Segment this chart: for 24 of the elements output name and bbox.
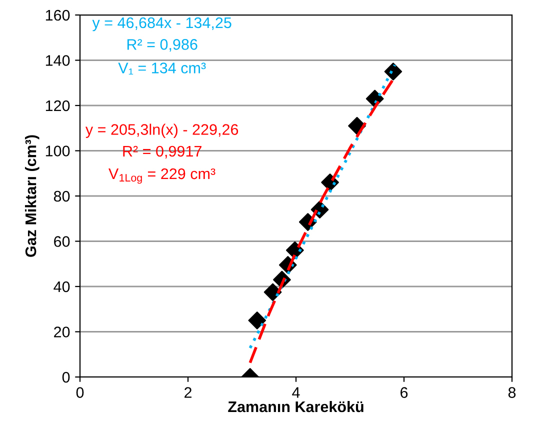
x-axis-title: Zamanın Karekökü <box>228 400 364 412</box>
y-tick-label: 20 <box>54 326 70 338</box>
x-tick-label: 0 <box>76 387 84 398</box>
point <box>384 62 402 80</box>
y-tick-label: 0 <box>62 372 70 383</box>
y-tick-label: 80 <box>54 190 70 202</box>
y-tick-label: 40 <box>54 281 70 292</box>
y-tick-label: 160 <box>46 10 70 21</box>
point <box>248 312 266 330</box>
x-tick-label: 4 <box>292 387 300 398</box>
y-tick-label: 100 <box>46 146 70 156</box>
y-tick-label: 60 <box>54 236 70 247</box>
x-tick-label: 2 <box>184 387 192 398</box>
x-tick-label: 8 <box>508 387 516 398</box>
y-tick-label: 140 <box>46 55 70 66</box>
y-tick-label: 120 <box>46 100 70 112</box>
x-tick-label: 6 <box>400 387 408 398</box>
annotation: V$_{1Log}$ = 229 cm³ <box>108 168 216 184</box>
annotation: R² = 0,986 <box>127 39 198 52</box>
annotation: R² = 0,9917 <box>123 146 202 158</box>
y-axis-title: Gaz Miktarı (cm³) <box>24 135 40 257</box>
annotation: V₁ = 134 cm³ <box>118 62 206 75</box>
annotation: y = 46,684x - 134,25 <box>92 17 232 32</box>
annotation: y = 205,3ln(x) - 229,26 <box>85 124 238 138</box>
